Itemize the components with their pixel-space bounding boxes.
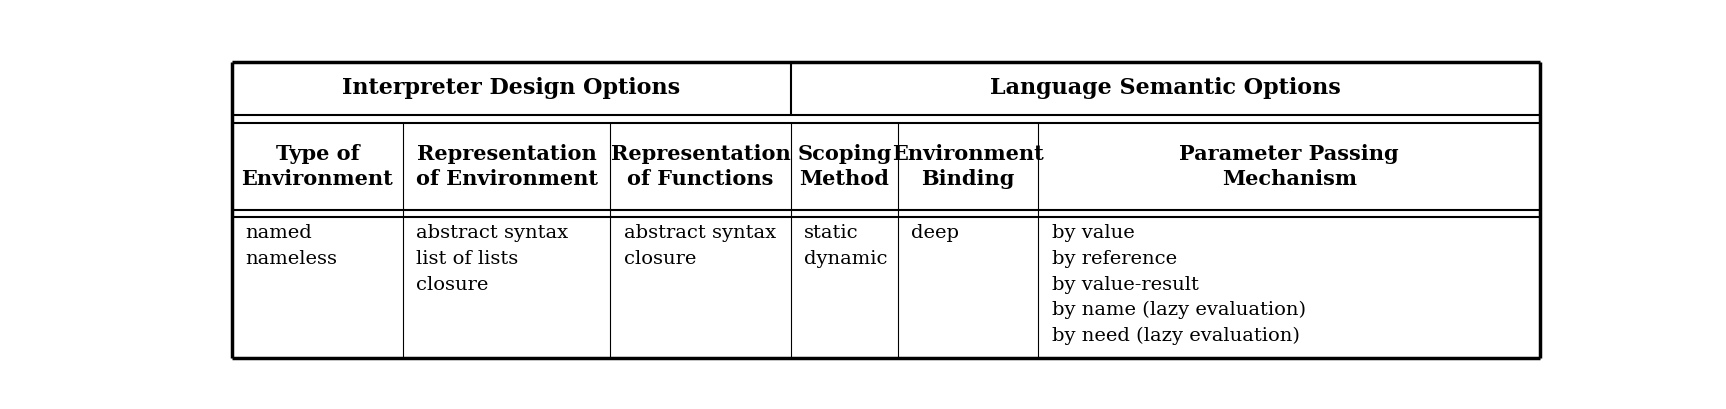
Text: by need (lazy evaluation): by need (lazy evaluation) [1051, 327, 1300, 345]
Text: deep: deep [911, 224, 960, 242]
Text: named: named [245, 224, 312, 242]
Text: Environment
Binding: Environment Binding [892, 144, 1044, 189]
Text: nameless: nameless [245, 250, 337, 268]
Text: Parameter Passing
Mechanism: Parameter Passing Mechanism [1179, 144, 1400, 189]
Text: closure: closure [416, 276, 488, 294]
Text: abstract syntax: abstract syntax [416, 224, 568, 242]
Text: by value-result: by value-result [1051, 276, 1198, 294]
Text: Scoping
Method: Scoping Method [797, 144, 892, 189]
Text: dynamic: dynamic [804, 250, 887, 268]
Text: closure: closure [623, 250, 696, 268]
Text: by name (lazy evaluation): by name (lazy evaluation) [1051, 301, 1307, 319]
Text: abstract syntax: abstract syntax [623, 224, 777, 242]
Text: Interpreter Design Options: Interpreter Design Options [342, 77, 680, 99]
Text: Language Semantic Options: Language Semantic Options [991, 77, 1341, 99]
Text: Type of
Environment: Type of Environment [242, 144, 394, 189]
Text: by value: by value [1051, 224, 1134, 242]
Text: Representation
of Functions: Representation of Functions [611, 144, 791, 189]
Text: list of lists: list of lists [416, 250, 518, 268]
Text: static: static [804, 224, 860, 242]
Text: Representation
of Environment: Representation of Environment [416, 144, 597, 189]
Text: by reference: by reference [1051, 250, 1177, 268]
